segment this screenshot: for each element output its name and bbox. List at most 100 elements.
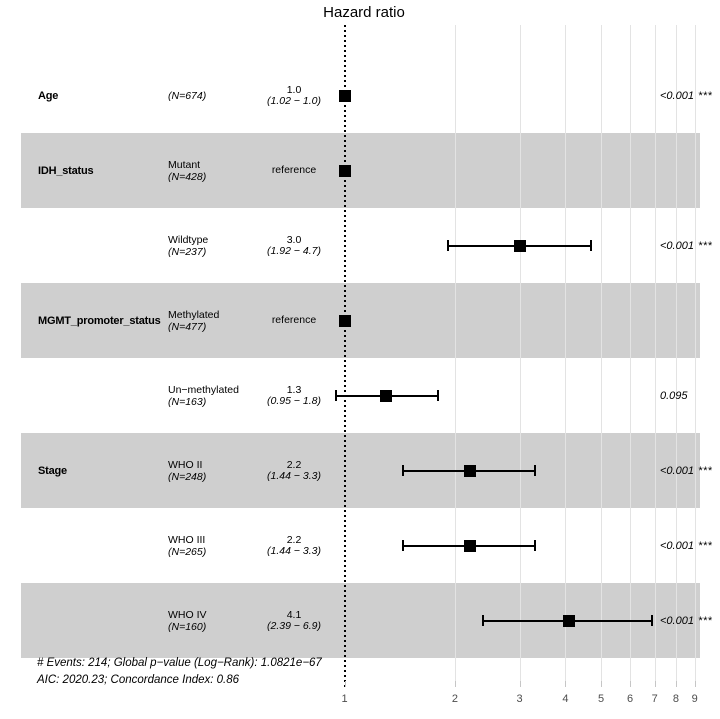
level-label: WHO II bbox=[168, 458, 203, 471]
n-label: (N=163) bbox=[168, 395, 207, 408]
row-stripe bbox=[21, 133, 700, 208]
forest-row: Age (N=674) 1.0 (1.02 − 1.0) <0.001 *** bbox=[0, 58, 720, 133]
n-label: (N=428) bbox=[168, 170, 207, 183]
estimate-block: 2.2 (1.44 − 3.3) bbox=[214, 508, 374, 583]
p-value-text: <0.001 bbox=[660, 614, 694, 627]
significance-stars: *** bbox=[697, 464, 713, 477]
forest-row: WHO III (N=265) 2.2 (1.44 − 3.3) <0.001 *** bbox=[0, 508, 720, 583]
row-stripe bbox=[21, 283, 700, 358]
error-bar-cap-left bbox=[335, 390, 338, 401]
term-label: IDH_status bbox=[38, 164, 94, 177]
p-value-text: <0.001 bbox=[660, 239, 694, 252]
x-tick-label: 7 bbox=[651, 693, 658, 705]
x-tick bbox=[565, 681, 567, 687]
p-value-label: 0.095 bbox=[660, 358, 688, 433]
forest-row: MGMT_promoter_status Methylated (N=477) ref… bbox=[0, 283, 720, 358]
n-label: (N=265) bbox=[168, 545, 207, 558]
estimate-ci: (1.92 − 4.7) bbox=[267, 244, 321, 257]
hr-marker bbox=[338, 164, 351, 177]
level-label: Wildtype bbox=[168, 233, 209, 246]
level-block: WHO IV (N=160) bbox=[168, 583, 207, 658]
x-tick-label: 3 bbox=[516, 693, 523, 705]
footer-line-1: # Events: 214; Global p−value (Log−Rank)… bbox=[37, 657, 322, 669]
level-block: Methylated (N=477) bbox=[168, 283, 219, 358]
significance-stars: *** bbox=[697, 614, 713, 627]
x-tick-label: 8 bbox=[672, 693, 679, 705]
level-block: Un−methylated (N=163) bbox=[168, 358, 239, 433]
estimate-value: 2.2 bbox=[286, 458, 302, 471]
gridline bbox=[454, 25, 456, 681]
x-tick bbox=[601, 681, 603, 687]
n-label: (N=237) bbox=[168, 245, 207, 258]
significance-stars: *** bbox=[697, 539, 713, 552]
x-tick-label: 1 bbox=[341, 693, 348, 705]
estimate-block: 1.3 (0.95 − 1.8) bbox=[214, 358, 374, 433]
forest-row: IDH_status Mutant (N=428) reference bbox=[0, 133, 720, 208]
term-label: MGMT_promoter_status bbox=[38, 314, 161, 327]
estimate-value: reference bbox=[271, 164, 317, 176]
chart-title: Hazard ratio bbox=[323, 4, 405, 21]
x-tick bbox=[654, 681, 656, 687]
level-block: Wildtype (N=237) bbox=[168, 208, 208, 283]
n-label: (N=674) bbox=[168, 89, 207, 102]
estimate-block: reference bbox=[214, 283, 374, 358]
estimate-value: 2.2 bbox=[286, 533, 302, 546]
error-bar-cap-right bbox=[533, 540, 536, 551]
p-value-text: <0.001 bbox=[660, 89, 694, 102]
x-tick-label: 4 bbox=[562, 693, 569, 705]
x-tick bbox=[694, 681, 696, 687]
x-tick-label: 2 bbox=[451, 693, 459, 705]
significance-stars: *** bbox=[697, 89, 713, 102]
hr-marker bbox=[563, 614, 576, 627]
hr-marker bbox=[464, 464, 477, 477]
x-tick bbox=[454, 681, 456, 687]
estimate-ci: (1.02 − 1.0) bbox=[267, 94, 321, 107]
p-value-text: <0.001 bbox=[660, 464, 694, 477]
estimate-block: 1.0 (1.02 − 1.0) bbox=[214, 58, 374, 133]
level-label: Methylated bbox=[168, 308, 220, 321]
level-label: WHO III bbox=[168, 533, 206, 546]
x-tick bbox=[519, 681, 521, 687]
n-label: (N=477) bbox=[168, 320, 207, 333]
p-value-label: <0.001 *** bbox=[660, 208, 712, 283]
estimate-value: 1.3 bbox=[286, 383, 302, 396]
gridline bbox=[565, 25, 567, 681]
p-value-text: <0.001 bbox=[660, 539, 694, 552]
estimate-ci: (1.44 − 3.3) bbox=[267, 544, 321, 557]
n-label: (N=160) bbox=[168, 620, 207, 633]
significance-stars: *** bbox=[697, 239, 713, 252]
estimate-ci: (2.39 − 6.9) bbox=[267, 619, 321, 632]
hr-marker bbox=[464, 539, 477, 552]
hr-marker bbox=[338, 314, 351, 327]
x-tick-label: 6 bbox=[627, 693, 634, 705]
error-bar-cap-left bbox=[401, 540, 404, 551]
gridline bbox=[654, 25, 656, 681]
level-label: Un−methylated bbox=[168, 383, 239, 396]
gridline bbox=[694, 25, 696, 681]
estimate-block: reference bbox=[214, 133, 374, 208]
gridline bbox=[601, 25, 603, 681]
x-tick bbox=[630, 681, 632, 687]
hr-marker bbox=[338, 89, 351, 102]
term-label: Stage bbox=[38, 464, 67, 477]
footer: # Events: 214; Global p−value (Log−Rank)… bbox=[37, 655, 322, 689]
level-block: (N=674) bbox=[168, 58, 206, 133]
p-value-label: <0.001 *** bbox=[660, 433, 712, 508]
forest-row: Un−methylated (N=163) 1.3 (0.95 − 1.8) 0.095 bbox=[0, 358, 720, 433]
estimate-ci: (0.95 − 1.8) bbox=[267, 394, 321, 407]
estimate-block: 2.2 (1.44 − 3.3) bbox=[214, 433, 374, 508]
p-value-label: <0.001 *** bbox=[660, 508, 712, 583]
level-block: Mutant (N=428) bbox=[168, 133, 206, 208]
estimate-ci: (1.44 − 3.3) bbox=[267, 469, 321, 482]
forest-row: Wildtype (N=237) 3.0 (1.92 − 4.7) <0.001 *** bbox=[0, 208, 720, 283]
n-label: (N=248) bbox=[168, 470, 207, 483]
error-bar-cap-right bbox=[533, 465, 536, 476]
error-bar-cap-right bbox=[651, 615, 654, 626]
estimate-block: 3.0 (1.92 − 4.7) bbox=[214, 208, 374, 283]
p-value-text: 0.095 bbox=[660, 389, 688, 402]
x-tick-label: 9 bbox=[691, 693, 698, 705]
forest-row: WHO IV (N=160) 4.1 (2.39 − 6.9) <0.001 *** bbox=[0, 583, 720, 658]
error-bar-cap-right bbox=[437, 390, 440, 401]
x-tick bbox=[344, 681, 346, 687]
